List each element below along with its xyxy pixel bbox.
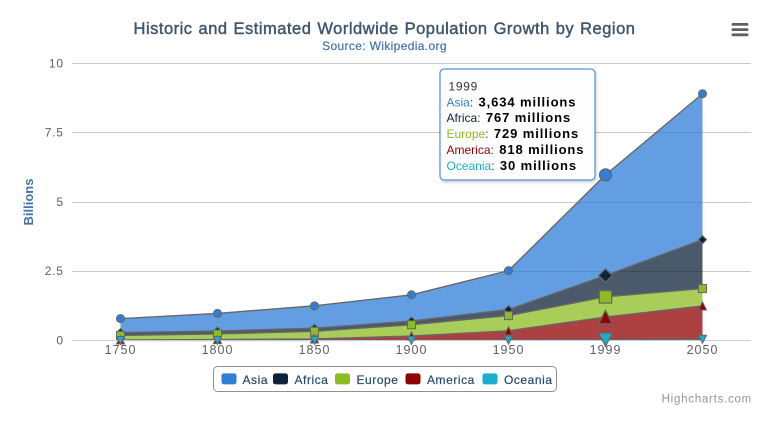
svg-text:Historic and Estimated Worldwi: Historic and Estimated Worldwide Populat… <box>134 20 636 38</box>
svg-text:0: 0 <box>56 333 63 347</box>
svg-text:America: 818 millions: America: 818 millions <box>447 142 585 157</box>
svg-text:Asia: 3,634 millions: Asia: 3,634 millions <box>447 94 577 109</box>
svg-text:Highcharts.com: Highcharts.com <box>662 394 752 406</box>
svg-text:1800: 1800 <box>202 343 234 357</box>
svg-text:5: 5 <box>56 195 63 209</box>
svg-text:1999: 1999 <box>449 80 479 94</box>
svg-text:1900: 1900 <box>396 343 428 357</box>
svg-text:Africa: Africa <box>295 373 329 387</box>
svg-text:1750: 1750 <box>105 343 137 357</box>
svg-text:1850: 1850 <box>299 343 331 357</box>
svg-text:Africa: 767 millions: Africa: 767 millions <box>447 110 572 125</box>
svg-text:7.5: 7.5 <box>45 126 64 140</box>
svg-text:Europe: Europe <box>357 373 399 387</box>
svg-text:America: America <box>427 373 475 387</box>
svg-text:Oceania: 30 millions: Oceania: 30 millions <box>447 158 577 173</box>
svg-text:Source: Wikipedia.org: Source: Wikipedia.org <box>322 39 447 53</box>
svg-text:Oceania: Oceania <box>504 373 553 387</box>
svg-text:2.5: 2.5 <box>45 264 64 278</box>
svg-text:10: 10 <box>49 56 64 70</box>
svg-text:1999: 1999 <box>590 343 622 357</box>
svg-text:Billions: Billions <box>21 179 36 226</box>
svg-text:1950: 1950 <box>493 343 525 357</box>
svg-text:Asia: Asia <box>243 373 269 387</box>
svg-text:Europe: 729 millions: Europe: 729 millions <box>447 126 580 141</box>
svg-text:2050: 2050 <box>687 343 719 357</box>
